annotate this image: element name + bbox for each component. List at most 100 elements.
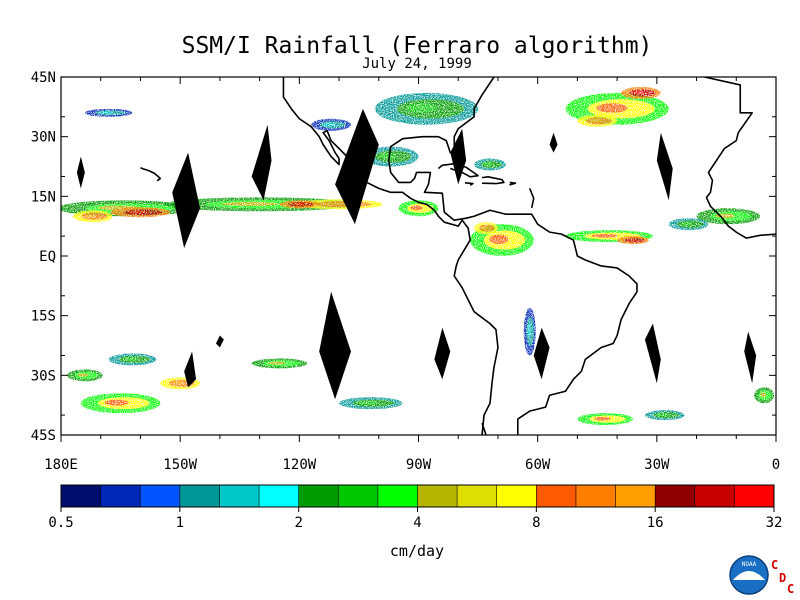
noaa-cdc-logo: NOAA C D C [729,555,794,596]
rain-cell [321,202,348,206]
missing-swath [744,331,757,384]
rain-area [474,158,506,171]
rain-area [398,200,439,217]
rain-area [110,207,171,218]
rain-cell [268,361,286,365]
rain-area [84,108,133,117]
colorbar-swatch [140,485,181,507]
colorbar-swatch [179,485,220,507]
rain-area [644,410,685,421]
coastline [140,166,162,182]
rain-cell [596,103,628,113]
coastline [528,188,535,209]
rain-cell [410,205,423,211]
rain-cell [379,153,397,160]
colorbar-swatch [536,485,577,507]
missing-swath [656,132,673,201]
missing-swath [172,152,201,249]
rain-cell [128,210,147,214]
lat-label: 15N [31,189,56,205]
lon-label: 150W [163,457,197,473]
missing-swath [319,291,351,400]
colorbar-swatch [694,485,735,507]
lat-label: 30N [31,130,56,146]
lat-label: 30S [31,368,56,384]
lon-label: 180E [44,457,78,473]
colorbar-swatch [417,485,458,507]
coastline [704,77,776,239]
coastline [481,176,505,185]
rain-area [80,393,161,414]
rain-cell [527,323,531,338]
lon-label: 30W [644,457,670,473]
missing-swath [76,156,85,189]
colorbar-tick-label: 0.5 [48,515,73,531]
rain-area [754,387,775,404]
rain-area [474,222,498,235]
colorbar-swatch [100,485,141,507]
coastline [282,77,499,435]
colorbar-swatch [575,485,617,507]
colorbar-swatch [615,485,656,507]
colorbar-tick-label: 1 [176,515,184,531]
coastline [437,162,479,178]
colorbar-tick-label: 8 [532,515,540,531]
colorbar-swatch [219,485,260,507]
coastlines [140,77,776,435]
rain-area [72,210,113,223]
lat-label: 15S [31,309,56,325]
rain-cell [122,357,138,361]
rain-area [577,413,633,426]
missing-swath [215,335,224,348]
rain-area [362,146,419,167]
rain-cell [760,392,767,398]
colorbar-swatch [457,485,498,507]
rain-cell [84,214,97,218]
colorbar-swatch [259,485,300,507]
colorbar-swatch [734,485,775,507]
rain-cell [99,111,114,114]
lat-label: EQ [39,249,56,265]
rain-cell [626,238,637,242]
rain-area [279,200,320,209]
coastline [509,181,517,186]
rain-cell [104,399,129,406]
colorbar-swatch [298,485,339,507]
lon-label: 120W [282,457,316,473]
rain-cell [680,222,693,226]
missing-swath [644,323,661,384]
missing-data-swaths [76,108,757,400]
rain-area [577,114,618,127]
rain-area [339,397,403,410]
colorbar-tick-label: 32 [766,515,783,531]
missing-swath [549,132,558,153]
colorbar: 0.5 1 2 4 8 16 32 [48,484,783,531]
colorbar-swatch [338,485,379,507]
missing-swath [434,327,451,380]
lon-label: 60W [525,457,551,473]
rain-cell [405,103,437,113]
rain-area [108,353,157,366]
lat-label: 45S [31,428,56,444]
colorbar-units: cm/day [390,542,444,560]
rain-cell [291,202,304,206]
rain-cell [594,417,611,421]
rain-cell [481,226,489,230]
rain-area [696,208,761,225]
rain-cell [172,381,185,385]
figure-date: July 24, 1999 [362,56,472,72]
missing-swath [184,351,197,388]
coastline [387,77,638,435]
missing-swath [533,327,550,380]
colorbar-swatch [61,485,102,507]
rain-cell [323,122,336,127]
colorbar-swatch [377,485,418,507]
lon-label: 0 [772,457,780,473]
rain-cell [489,234,509,245]
rain-area [617,236,649,245]
colorbar-tick-label: 4 [413,515,421,531]
rain-area [523,307,536,356]
rain-area [251,358,308,369]
rain-area [311,118,351,131]
